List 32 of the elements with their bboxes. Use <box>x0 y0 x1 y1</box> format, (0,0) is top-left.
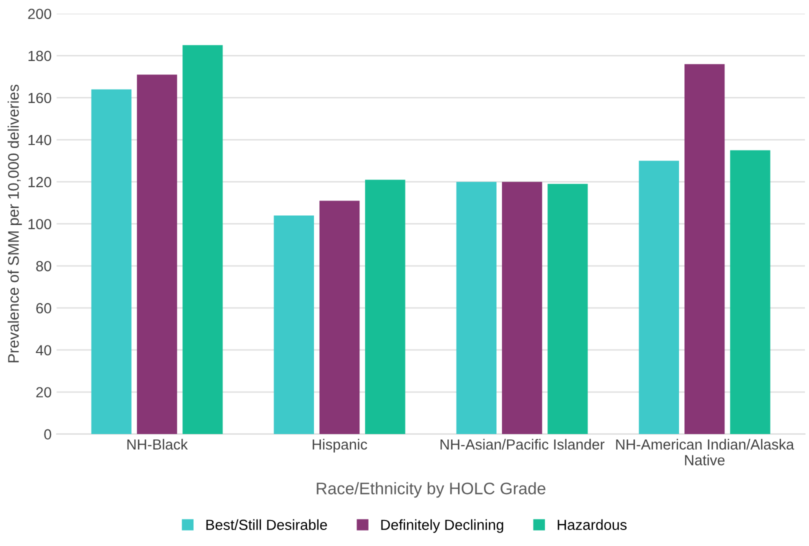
bar <box>91 89 132 434</box>
y-tick-label: 140 <box>28 134 52 146</box>
y-tick-label: 80 <box>36 261 52 272</box>
y-tick-label: 100 <box>28 218 52 230</box>
bar <box>319 200 360 434</box>
legend-label: Definitely Declining <box>381 519 504 533</box>
x-tick-label: NH-Black <box>127 438 188 450</box>
x-tick-label: NH-American Indian/Alaska Native <box>616 438 794 466</box>
bar <box>456 182 496 434</box>
x-tick-label: NH-Asian/Pacific Islander <box>440 438 604 450</box>
y-tick-label: 60 <box>36 303 52 314</box>
y-tick-label: 40 <box>36 345 52 356</box>
y-tick-label: 180 <box>28 50 52 62</box>
bar <box>730 150 770 434</box>
y-tick-label: 160 <box>28 92 52 104</box>
x-axis-title: Race/Ethnicity by HOLC Grade <box>316 482 546 498</box>
bar <box>684 64 725 434</box>
bar <box>638 160 680 434</box>
y-tick-label: 20 <box>36 387 52 398</box>
bar <box>365 180 406 434</box>
y-axis-title: Prevalence of SMM per 10,000 deliveries <box>8 84 22 362</box>
bar <box>274 215 314 434</box>
bar <box>182 45 223 434</box>
bar <box>502 182 542 434</box>
y-tick-label: 120 <box>28 176 52 188</box>
x-tick-label: Hispanic <box>312 438 368 453</box>
y-tick-label: 200 <box>28 8 52 20</box>
legend-label: Best/Still Desirable <box>206 519 327 530</box>
bar <box>136 74 178 434</box>
bar <box>548 184 588 434</box>
y-tick-label: 0 <box>44 429 52 440</box>
legend-label: Hazardous <box>558 519 627 530</box>
